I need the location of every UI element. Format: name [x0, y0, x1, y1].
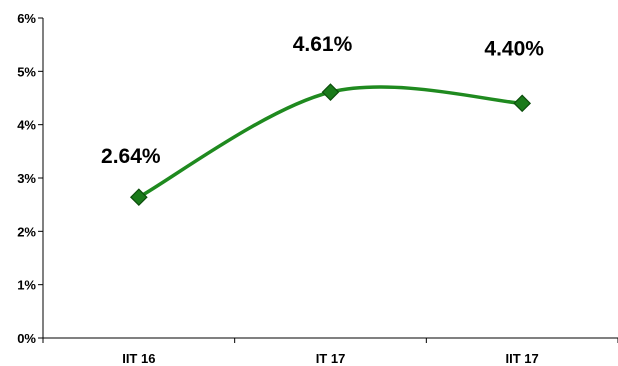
y-tick-label: 1%	[17, 278, 36, 293]
y-tick-label: 2%	[17, 224, 36, 239]
data-label: 4.61%	[293, 33, 353, 56]
data-point-marker	[129, 188, 148, 207]
x-tick-label: IT 17	[316, 351, 346, 366]
data-labels: 2.64% 4.61% 4.40%	[101, 33, 544, 168]
data-point-marker	[513, 94, 532, 113]
axes: 0% 1% 2% 3% 4% 5% 6% IIT 16 IT 17 IIT 17	[17, 11, 618, 366]
x-tick-label: IIT 17	[506, 351, 539, 366]
y-tick-label: 4%	[17, 118, 36, 133]
y-tick-label: 5%	[17, 64, 36, 79]
data-markers	[129, 83, 532, 207]
series-line-group	[137, 85, 524, 199]
y-tick-label: 3%	[17, 171, 36, 186]
data-label: 4.40%	[484, 37, 544, 60]
data-point-marker	[321, 83, 340, 101]
y-tick-label: 0%	[17, 331, 36, 346]
series-line	[137, 85, 524, 199]
data-label: 2.64%	[101, 145, 161, 168]
y-tick-label: 6%	[17, 11, 36, 26]
x-tick-label: IIT 16	[122, 351, 155, 366]
